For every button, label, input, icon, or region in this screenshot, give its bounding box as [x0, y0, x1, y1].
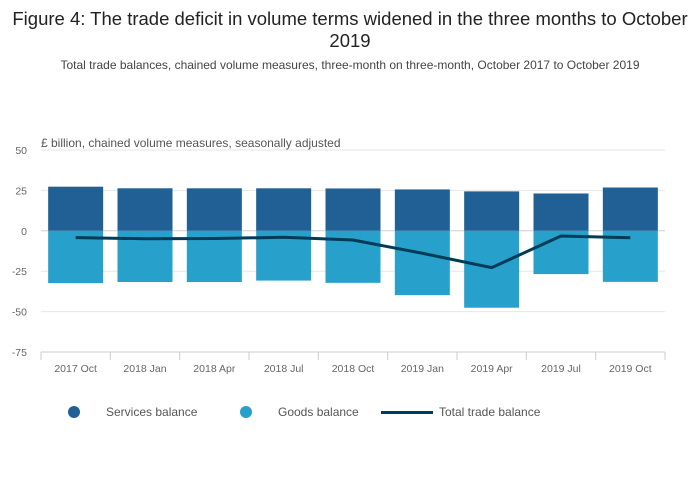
bar-services[interactable] [394, 189, 450, 231]
y-tick-label: 50 [15, 145, 27, 157]
x-tick-label: 2019 Oct [609, 363, 652, 375]
x-tick-label: 2017 Oct [54, 363, 97, 375]
chart-title: Figure 4: The trade deficit in volume te… [12, 8, 688, 51]
bar-goods[interactable] [394, 230, 450, 296]
bar-goods[interactable] [602, 230, 658, 282]
chart-subtitle: Total trade balances, chained volume mea… [60, 58, 640, 72]
bar-services[interactable] [533, 193, 589, 231]
y-tick-label: -75 [12, 347, 27, 359]
x-tick-label: 2018 Jan [123, 363, 166, 375]
y-tick-label: -25 [12, 266, 27, 278]
legend: Services balance Goods balance Total tra… [0, 405, 700, 429]
y-tick-label: -50 [12, 307, 27, 319]
bar-services[interactable] [325, 188, 381, 231]
line-total-trade-balance[interactable] [75, 234, 631, 270]
services-swatch-icon [68, 406, 80, 418]
legend-item-goods: Goods balance [240, 405, 359, 419]
bar-services[interactable] [464, 191, 520, 231]
legend-label-services: Services balance [106, 405, 198, 419]
bar-goods[interactable] [48, 230, 104, 284]
y-axis-label: £ billion, chained volume measures, seas… [41, 136, 341, 150]
total-line [75, 234, 631, 270]
bar-services[interactable] [117, 188, 173, 231]
legend-label-total: Total trade balance [439, 405, 541, 419]
x-tick-label: 2018 Apr [193, 363, 236, 375]
x-tick-label: 2019 Apr [471, 363, 514, 375]
goods-swatch-icon [240, 406, 252, 418]
axes: 50 25 0 -25 -50 -75 2017 Oct 2018 Jan 2018 Apr 20… [12, 145, 666, 375]
bar-services[interactable] [186, 188, 242, 231]
bar-goods[interactable] [533, 230, 589, 275]
bars [48, 186, 658, 308]
legend-label-goods: Goods balance [278, 405, 359, 419]
total-line-swatch-icon [381, 410, 433, 414]
x-tick-label: 2019 Jan [401, 363, 444, 375]
x-tick-label: 2018 Oct [332, 363, 375, 375]
legend-item-total: Total trade balance [381, 405, 540, 419]
bar-goods[interactable] [464, 230, 520, 308]
y-tick-label: 25 [15, 185, 27, 197]
x-tick-label: 2018 Jul [264, 363, 304, 375]
y-tick-label: 0 [21, 226, 27, 238]
bar-services[interactable] [48, 186, 104, 231]
x-tick-label: 2019 Jul [541, 363, 581, 375]
trade-balance-chart: 50 25 0 -25 -50 -75 2017 Oct 2018 Jan 2018 Apr 20… [12, 145, 666, 375]
bar-services[interactable] [602, 187, 658, 231]
bar-services[interactable] [256, 188, 312, 231]
legend-item-services: Services balance [68, 405, 197, 419]
